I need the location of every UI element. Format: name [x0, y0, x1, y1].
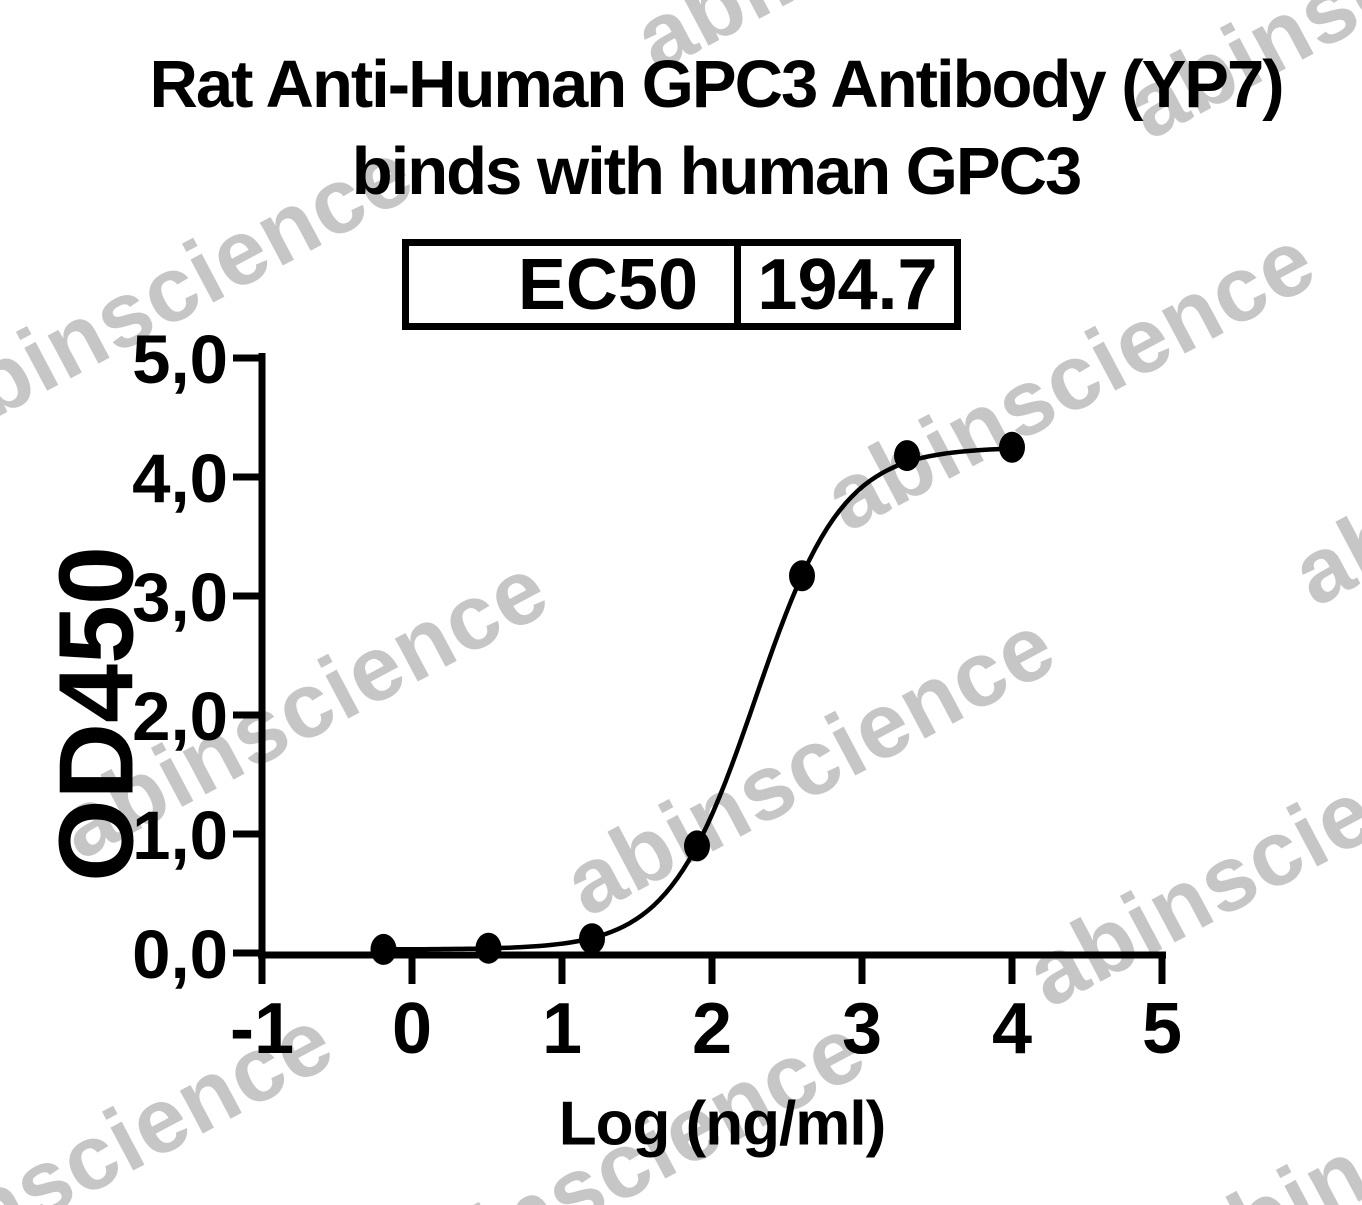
x-tick-label: 2 — [692, 989, 732, 1069]
ec50-table: EC50 194.7 — [402, 239, 961, 330]
x-axis-title: Log (ng/ml) — [558, 1089, 886, 1159]
x-tick-label: 3 — [842, 989, 882, 1069]
data-point — [579, 923, 605, 955]
y-tick-label: 5,0 — [132, 321, 228, 398]
chart-title-line1: Rat Anti-Human GPC3 Antibody (YP7) — [149, 47, 1284, 122]
data-point — [684, 830, 710, 862]
data-point — [370, 933, 397, 965]
y-tick-label: 0,0 — [132, 916, 228, 993]
y-tick-label: 1,0 — [132, 797, 228, 874]
data-point — [789, 560, 815, 592]
x-tick-label: 4 — [992, 989, 1032, 1069]
ec50-value: 194.7 — [734, 245, 954, 325]
data-point — [894, 440, 920, 472]
chart-title-line2: binds with human GPC3 — [351, 134, 1083, 209]
y-tick-label: 2,0 — [132, 678, 228, 755]
y-tick-label: 3,0 — [132, 559, 228, 636]
data-point — [475, 932, 502, 964]
x-tick-label: 1 — [542, 989, 582, 1069]
y-tick-label: 4,0 — [132, 440, 228, 517]
x-tick-label: 0 — [392, 989, 432, 1069]
ec50-label: EC50 — [517, 244, 698, 325]
x-tick-label: 5 — [1142, 989, 1182, 1069]
dose-response-curve — [383, 446, 1008, 952]
data-point — [999, 431, 1025, 463]
x-tick-label: -1 — [230, 989, 294, 1069]
